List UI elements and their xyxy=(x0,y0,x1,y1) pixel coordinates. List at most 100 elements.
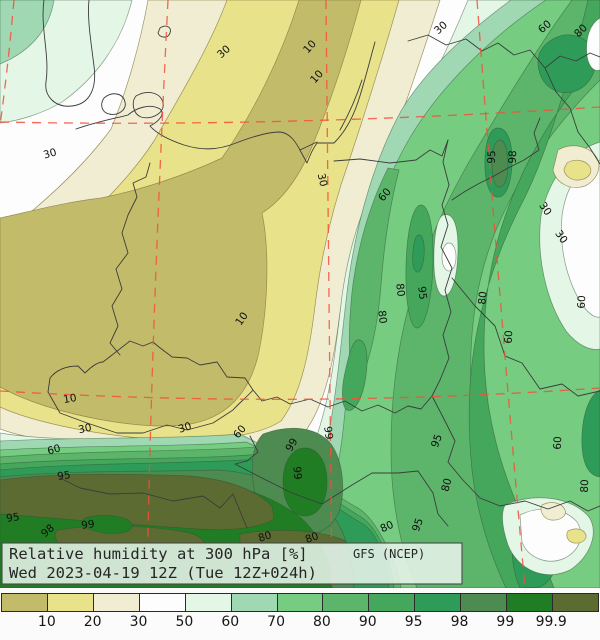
humidity-band xyxy=(586,17,600,71)
border-belarus-ukraine xyxy=(451,117,541,201)
model-source: GFS (NCEP) xyxy=(353,547,425,561)
contour-label: 80 xyxy=(304,530,321,546)
legend-tick-label: 50 xyxy=(175,614,194,630)
legend-tick-label: 90 xyxy=(358,614,377,630)
contour-label: 95 xyxy=(415,286,429,301)
humidity-band xyxy=(239,529,347,546)
grid-meridian xyxy=(325,0,333,588)
legend-tick-label: 30 xyxy=(129,614,148,630)
contour-label: 98 xyxy=(507,150,519,164)
legend-tick-label: 99 xyxy=(496,614,515,630)
contour-label: 80 xyxy=(257,529,273,545)
legend-swatch xyxy=(368,594,415,611)
contour-label: 60 xyxy=(576,295,588,309)
humidity-band xyxy=(540,502,566,521)
contour-label: 80 xyxy=(579,479,591,493)
contour-label: 99 xyxy=(321,426,335,441)
border-denmark-jutland xyxy=(42,0,96,107)
country-borders xyxy=(42,0,600,529)
humidity-band xyxy=(563,159,592,181)
grid-meridian xyxy=(0,0,15,126)
latlon-grid xyxy=(0,0,600,588)
legend-swatch xyxy=(138,594,185,611)
border-baltics-diagonal xyxy=(407,34,600,165)
grid-meridian xyxy=(146,0,169,588)
contour-label: 80 xyxy=(476,291,489,305)
legend-swatch xyxy=(184,594,231,611)
border-poland-east xyxy=(431,139,453,397)
contour-label: 80 xyxy=(378,519,395,536)
contour-label: 80 xyxy=(393,283,407,298)
humidity-band xyxy=(282,447,328,517)
humidity-band xyxy=(581,389,600,478)
legend-tick-label: 20 xyxy=(83,614,102,630)
title-box: Relative humidity at 300 hPa [%] GFS (NC… xyxy=(1,542,463,585)
contour-label: 30 xyxy=(177,420,193,436)
contour-label: 30 xyxy=(42,146,58,161)
legend-tick-label: 98 xyxy=(450,614,469,630)
legend-labels: 10 20 30 50 60 70 80 90 95 98 99 99.9 xyxy=(0,614,600,636)
humidity-band xyxy=(537,34,596,94)
humidity-band xyxy=(0,0,55,65)
legend-tick-label: 10 xyxy=(37,614,56,630)
border-baltic-coast xyxy=(75,41,376,164)
contour-label: 95 xyxy=(429,433,445,450)
grid-meridian xyxy=(476,0,526,588)
legend-tick-label: 95 xyxy=(404,614,423,630)
legend-tick-label: 60 xyxy=(221,614,240,630)
humidity-field xyxy=(0,0,600,588)
contour-label: 99 xyxy=(290,466,303,480)
legend-tick-label: 80 xyxy=(313,614,331,630)
humidity-band xyxy=(342,339,368,411)
contour-label: 60 xyxy=(503,330,515,344)
contour-label: 60 xyxy=(552,436,564,450)
grid-parallel xyxy=(0,387,600,400)
humidity-band xyxy=(441,242,457,272)
contour-label: 30 xyxy=(77,422,93,437)
contour-label: 95 xyxy=(486,150,498,164)
border-danish-isles xyxy=(101,25,171,119)
contour-label: 95 xyxy=(410,517,426,534)
contour-label: 60 xyxy=(46,442,62,457)
grid-parallel xyxy=(0,106,600,124)
legend-tick-label: 99.9 xyxy=(535,614,567,630)
border-poland-germany xyxy=(109,162,151,356)
legend-swatch xyxy=(46,594,93,611)
contour-label: 99 xyxy=(81,518,96,532)
border-curonian-lagoon xyxy=(299,79,363,151)
legend-swatch xyxy=(276,594,323,611)
humidity-band xyxy=(0,0,362,427)
humidity-band xyxy=(82,515,133,534)
legend-swatch xyxy=(414,594,461,611)
border-poland-slovakia xyxy=(252,389,433,414)
contour-label: 80 xyxy=(439,477,454,493)
map-title: Relative humidity at 300 hPa [%] xyxy=(9,545,308,563)
humidity-band xyxy=(390,0,600,588)
contour-label: 30 xyxy=(315,172,330,188)
legend-tick-label: 70 xyxy=(267,614,286,630)
legend-swatch xyxy=(2,594,47,611)
contour-label: 10 xyxy=(62,392,77,406)
legend-swatch xyxy=(552,594,598,611)
humidity-band xyxy=(566,528,587,544)
contour-label: 80 xyxy=(375,310,389,325)
humidity-band xyxy=(412,234,425,273)
legend-swatch xyxy=(460,594,507,611)
contour-label: 95 xyxy=(57,469,72,483)
legend: 10 20 30 50 60 70 80 90 95 98 99 99.9 xyxy=(0,588,600,640)
border-kaliningrad xyxy=(333,139,449,164)
legend-swatch xyxy=(230,594,277,611)
legend-swatch xyxy=(506,594,553,611)
valid-time: Wed 2023-04-19 12Z (Tue 12Z+024h) xyxy=(9,564,317,582)
border-slovakia-hungary xyxy=(234,435,449,527)
border-hungary-east xyxy=(431,395,600,512)
legend-colorbar xyxy=(1,593,599,612)
contour-label: 99 xyxy=(283,436,300,454)
border-ukraine-southeast xyxy=(451,277,600,397)
legend-swatch xyxy=(92,594,139,611)
title-box-background xyxy=(1,542,463,585)
contour-label: 95 xyxy=(6,511,21,525)
legend-swatch xyxy=(322,594,369,611)
